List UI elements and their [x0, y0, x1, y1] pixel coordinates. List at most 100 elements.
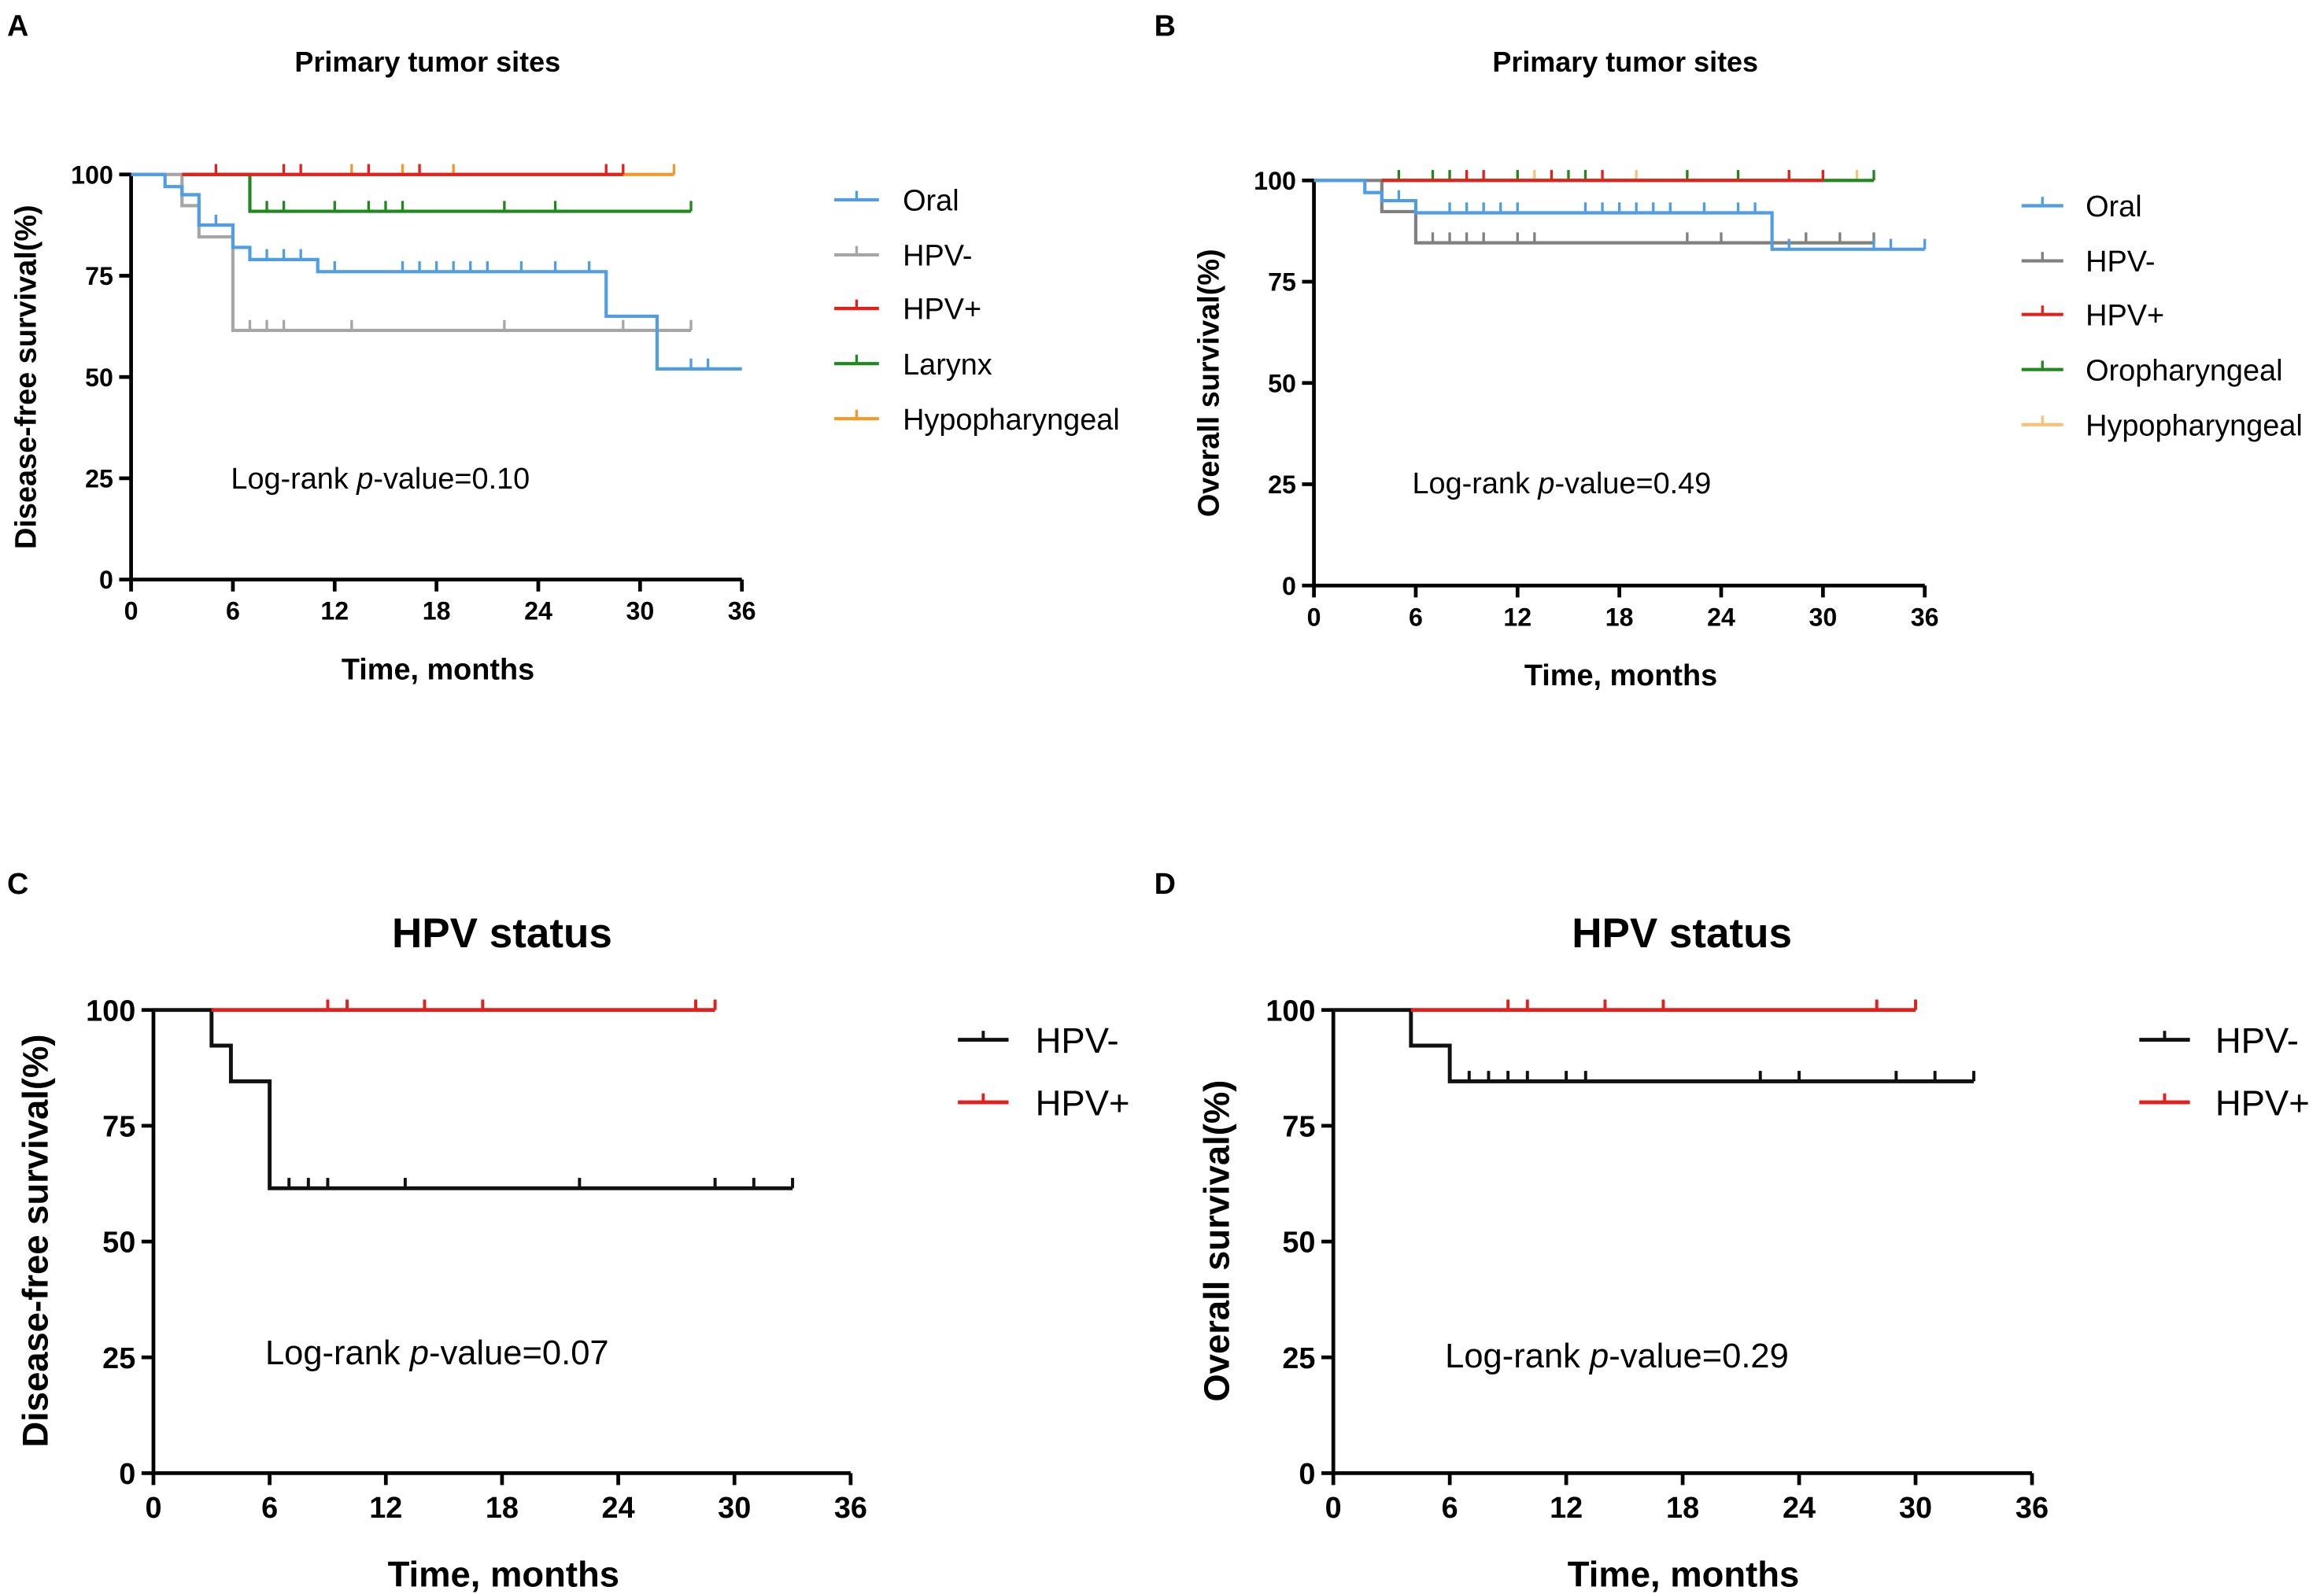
y-axis-label: Overall survival(%) — [1197, 1080, 1237, 1402]
legend-label: Hypopharyngeal — [903, 404, 1120, 437]
series-larynx — [182, 172, 693, 213]
chart-title: HPV status — [1572, 910, 1792, 957]
y-tick-label: 100 — [1265, 994, 1315, 1028]
annotation-prefix: Log-rank — [1413, 467, 1539, 500]
panel-letter: B — [1155, 10, 1176, 43]
x-tick-label: 12 — [1550, 1492, 1583, 1525]
legend-label: HPV+ — [1036, 1083, 1130, 1123]
survival-curve — [1313, 179, 1875, 245]
y-tick-label: 0 — [1282, 572, 1296, 600]
legend-item: HPV- — [834, 240, 972, 273]
chart-title: Primary tumor sites — [1492, 46, 1758, 78]
legend-label: Oral — [2086, 190, 2142, 223]
series-hpv- — [1313, 179, 1875, 245]
legend-item: HPV+ — [834, 293, 981, 327]
y-tick-label: 75 — [85, 262, 113, 290]
y-tick-label: 100 — [1254, 167, 1296, 195]
series-hpv- — [211, 999, 717, 1013]
y-tick-label: 0 — [99, 566, 113, 594]
panel-A: A Primary tumor sites 0 6 12 18 24 30 36 0 25 50 75 1… — [7, 10, 1120, 687]
x-tick-label: 6 — [226, 597, 240, 625]
log-rank-annotation: Log-rank p-value=0.07 — [265, 1334, 609, 1372]
x-axis-label: Time, months — [388, 1554, 619, 1594]
survival-curve — [1333, 1008, 1975, 1083]
survival-curve — [182, 172, 692, 213]
x-tick-label: 24 — [524, 597, 552, 625]
x-tick-label: 18 — [1666, 1492, 1699, 1525]
y-tick-label: 25 — [1268, 470, 1296, 499]
legend-item: Larynx — [834, 349, 992, 382]
y-tick-label: 75 — [102, 1110, 135, 1143]
x-tick-label: 18 — [486, 1492, 519, 1525]
y-axis-label: Overall survival(%) — [1192, 249, 1225, 517]
annotation-prefix: Log-rank — [265, 1334, 410, 1372]
annotation-p: p — [1588, 1338, 1609, 1375]
series-hpv- — [1333, 1008, 1975, 1083]
chart-title: Primary tumor sites — [294, 46, 560, 78]
x-tick-label: 6 — [1442, 1492, 1458, 1525]
legend-item: Hypopharyngeal — [2021, 409, 2303, 442]
x-tick-label: 30 — [626, 597, 654, 625]
series-oral — [1313, 179, 1927, 251]
legend-label: HPV- — [2215, 1020, 2299, 1061]
annotation-suffix: -value=0.10 — [373, 463, 530, 496]
x-tick-label: 36 — [834, 1492, 867, 1525]
annotation-prefix: Log-rank — [231, 463, 357, 496]
x-tick-label: 6 — [1409, 603, 1423, 631]
legend-label: HPV- — [903, 240, 972, 273]
legend-label: HPV+ — [903, 293, 981, 327]
x-tick-label: 30 — [1899, 1492, 1932, 1525]
panel-D: D HPV status 0 6 12 18 24 30 36 0 25 50 75 100 Time, m… — [1155, 868, 2310, 1594]
legend-item: HPV+ — [2139, 1083, 2310, 1123]
x-tick-label: 0 — [1325, 1492, 1342, 1525]
series-hpv- — [1381, 170, 1825, 183]
y-tick-label: 50 — [1282, 1227, 1315, 1260]
annotation-p: p — [356, 463, 373, 496]
y-tick-label: 25 — [85, 464, 113, 493]
y-tick-label: 100 — [71, 161, 113, 189]
panel-C: C HPV status 0 6 12 18 24 30 36 0 25 50 75 100 Time, m… — [7, 868, 1129, 1594]
chart-title: HPV status — [392, 910, 612, 957]
series-hpv- — [182, 164, 625, 176]
y-tick-label: 50 — [1268, 369, 1296, 397]
legend-item: HPV- — [2139, 1020, 2299, 1061]
panel-letter: D — [1155, 868, 1176, 901]
legend-item: Oropharyngeal — [2021, 354, 2282, 387]
y-tick-label: 50 — [85, 363, 113, 392]
log-rank-annotation: Log-rank p-value=0.49 — [1413, 467, 1712, 500]
x-tick-label: 36 — [728, 597, 756, 625]
x-axis-label: Time, months — [1568, 1554, 1799, 1594]
log-rank-annotation: Log-rank p-value=0.10 — [231, 463, 530, 496]
x-tick-label: 0 — [1307, 603, 1321, 631]
y-tick-label: 75 — [1282, 1110, 1315, 1143]
panel-B: B Primary tumor sites 0 6 12 18 24 30 36 0 25 50 75 1… — [1155, 10, 2303, 692]
x-axis-label: Time, months — [1524, 659, 1717, 692]
series-oral — [131, 172, 742, 371]
legend-label: Hypopharyngeal — [2086, 409, 2303, 442]
legend-item: HPV- — [958, 1020, 1119, 1061]
x-tick-label: 30 — [718, 1492, 751, 1525]
x-tick-label: 6 — [261, 1492, 278, 1525]
survival-curve — [1313, 179, 1925, 251]
legend-label: Oral — [903, 185, 959, 218]
legend-label: HPV- — [1036, 1020, 1119, 1061]
x-tick-label: 30 — [1809, 603, 1837, 631]
survival-curve — [153, 1008, 793, 1190]
x-tick-label: 24 — [602, 1492, 635, 1525]
x-tick-label: 12 — [320, 597, 349, 625]
annotation-prefix: Log-rank — [1445, 1338, 1590, 1375]
x-axis-label: Time, months — [342, 653, 534, 686]
x-tick-label: 0 — [145, 1492, 161, 1525]
panel-letter: C — [7, 868, 28, 901]
panel-letter: A — [7, 10, 28, 43]
x-tick-label: 36 — [2015, 1492, 2049, 1525]
y-axis-label: Disease-free survival(%) — [16, 1035, 56, 1448]
x-tick-label: 12 — [369, 1492, 402, 1525]
x-tick-label: 18 — [423, 597, 451, 625]
legend-item: HPV+ — [958, 1083, 1130, 1123]
legend-label: HPV+ — [2215, 1083, 2310, 1123]
log-rank-annotation: Log-rank p-value=0.29 — [1445, 1338, 1789, 1375]
legend-item: HPV+ — [2021, 299, 2164, 332]
annotation-p: p — [408, 1334, 429, 1372]
